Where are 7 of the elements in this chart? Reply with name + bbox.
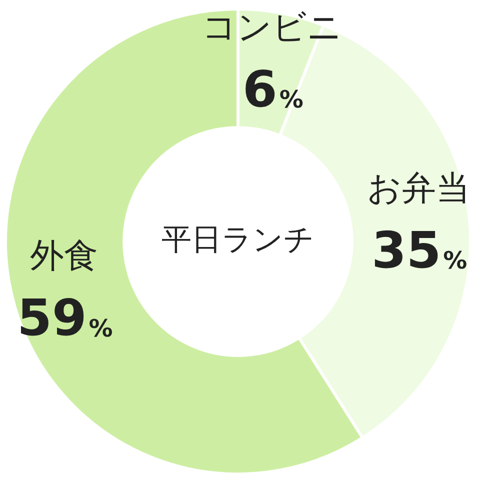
text: 平日ランチ <box>162 222 314 258</box>
data-label: 35% <box>372 221 468 280</box>
data-label: 6% <box>242 60 304 118</box>
slice-label: コンビニ <box>202 7 342 48</box>
data-label: 59% <box>17 289 113 348</box>
slice-label: お弁当 <box>366 168 470 208</box>
slice-label: 外食 <box>30 236 98 276</box>
